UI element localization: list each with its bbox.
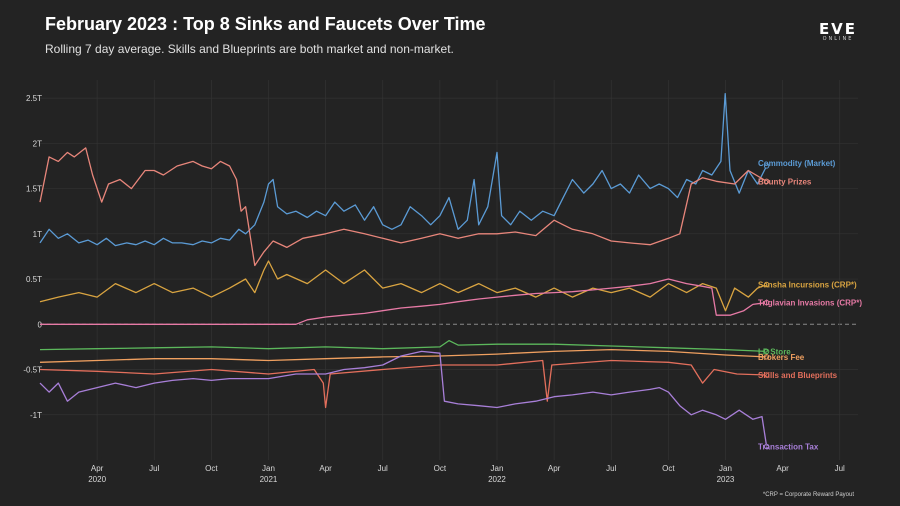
x-tick-label: Jul	[835, 464, 845, 473]
series-end-marker	[763, 281, 770, 288]
series-end-marker	[763, 299, 770, 306]
y-tick-label: 2T	[33, 139, 42, 148]
legend-label: Skills and Blueprints	[758, 371, 838, 380]
x-tick-label: Apr	[548, 464, 561, 473]
series-line-skills-and-blueprints	[39, 359, 767, 409]
series-line-transaction-tax	[39, 350, 768, 447]
x-tick-label: Jan	[719, 464, 732, 473]
x-tick-label: Oct	[434, 464, 447, 473]
series-line-lp-store	[39, 339, 767, 353]
logo-text: EVE	[818, 20, 858, 38]
series-end-marker	[763, 443, 770, 450]
x-tick-year: 2021	[260, 475, 278, 484]
x-tick-label: Jan	[262, 464, 275, 473]
x-tick-year: 2020	[88, 475, 106, 484]
x-tick-year: 2022	[488, 475, 506, 484]
x-tick-label: Apr	[776, 464, 789, 473]
series-line-triglavian-invasions-crp	[40, 278, 767, 325]
legend-label: Commodity (Market)	[758, 159, 836, 168]
legend-label: Bounty Prizes	[758, 177, 812, 186]
legend-label: LP Store	[758, 347, 791, 356]
series-lines	[39, 92, 770, 450]
chart-title: February 2023 : Top 8 Sinks and Faucets …	[45, 14, 486, 34]
x-tick-label: Oct	[205, 464, 218, 473]
legend-label: Sansha Incursions (CRP*)	[758, 280, 857, 289]
x-tick-label: Jul	[149, 464, 159, 473]
y-tick-label: 1T	[33, 230, 42, 239]
series-end-marker	[763, 372, 770, 378]
x-tick-label: Apr	[319, 464, 332, 473]
y-tick-label: -0.5T	[23, 366, 42, 375]
series-line-bounty-prizes	[39, 147, 767, 267]
legend-label: Triglavian Invasions (CRP*)	[758, 299, 862, 308]
y-tick-label: -1T	[30, 411, 42, 420]
x-tick-label: Jul	[378, 464, 388, 473]
x-tick-year: 2023	[717, 475, 735, 484]
gridlines	[40, 80, 858, 460]
legend-label: Transaction Tax	[758, 442, 819, 451]
series-line-sansha-incursions-crp	[39, 260, 767, 312]
footnote: *CRP = Corporate Reward Payout	[762, 492, 854, 498]
series-line-brokers-fee	[39, 348, 767, 363]
series-end-marker	[763, 354, 770, 360]
legend: Commodity (Market) Bounty Prizes Sansha In…	[758, 159, 862, 451]
x-tick-label: Apr	[91, 464, 104, 473]
logo-subtext: ONLINE	[822, 36, 854, 42]
y-tick-label: 2.5T	[26, 94, 42, 103]
series-end-marker	[763, 163, 770, 169]
x-tick-label: Oct	[662, 464, 675, 473]
chart-subtitle: Rolling 7 day average. Skills and Bluepr…	[45, 42, 454, 56]
y-tick-label: 1.5T	[26, 185, 42, 194]
y-tick-label: 0.5T	[26, 275, 42, 284]
series-line-commodity-market	[39, 92, 768, 247]
eve-online-logo: EVE ONLINE	[812, 20, 864, 43]
x-tick-label: Jul	[606, 464, 616, 473]
series-end-marker	[763, 178, 770, 185]
series-end-marker	[763, 348, 770, 355]
legend-label: Brokers Fee	[758, 353, 805, 362]
x-tick-label: Jan	[491, 464, 504, 473]
